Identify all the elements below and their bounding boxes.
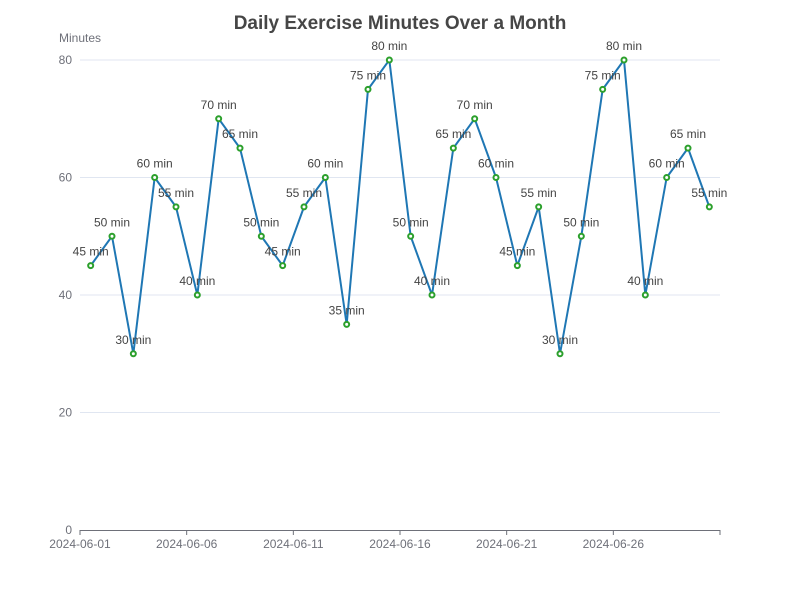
- x-tick-label: 2024-06-21: [476, 537, 538, 551]
- data-point[interactable]: [108, 232, 116, 240]
- x-tick-label: 2024-06-06: [156, 537, 218, 551]
- data-label: 45 min: [265, 245, 301, 259]
- x-tick-label: 2024-06-16: [369, 537, 431, 551]
- data-point[interactable]: [343, 320, 351, 328]
- data-label: 55 min: [521, 186, 557, 200]
- y-tick-label: 0: [65, 523, 72, 537]
- data-label: 60 min: [137, 157, 173, 171]
- data-label: 50 min: [393, 215, 429, 229]
- data-label: 65 min: [222, 127, 258, 141]
- data-point[interactable]: [449, 144, 457, 152]
- data-point[interactable]: [684, 144, 692, 152]
- data-point[interactable]: [151, 174, 159, 181]
- y-axis-label: Minutes: [59, 31, 101, 45]
- data-point[interactable]: [663, 174, 671, 181]
- data-label: 55 min: [286, 186, 322, 200]
- data-point[interactable]: [236, 144, 244, 152]
- data-label: 55 min: [691, 186, 727, 200]
- data-point[interactable]: [513, 262, 521, 270]
- grid-lines: [80, 59, 720, 413]
- data-label: 50 min: [243, 215, 279, 229]
- y-tick-label: 20: [59, 406, 73, 420]
- data-label: 65 min: [670, 127, 706, 141]
- data-point[interactable]: [577, 232, 585, 240]
- axes: 0 20 40 60 80 2024-06-01 2024-06-06 2024-06-11 2…: [49, 53, 721, 551]
- data-label: 45 min: [73, 245, 109, 259]
- y-tick-label: 60: [59, 171, 73, 185]
- data-point[interactable]: [471, 115, 479, 123]
- data-point[interactable]: [257, 232, 265, 240]
- data-labels: 45 min 50 min 30 min 60 min 55 min 40 min 70 m…: [73, 39, 728, 347]
- data-point[interactable]: [535, 203, 543, 211]
- x-tick-label: 2024-06-26: [583, 537, 645, 551]
- series-line: [89, 59, 711, 355]
- y-tick-label: 80: [59, 53, 73, 67]
- data-label: 40 min: [627, 274, 663, 288]
- data-label: 60 min: [478, 157, 514, 171]
- data-point[interactable]: [620, 56, 628, 64]
- data-label: 50 min: [563, 215, 599, 229]
- data-point[interactable]: [87, 262, 95, 270]
- x-tick-label: 2024-06-01: [49, 537, 111, 551]
- data-point[interactable]: [321, 174, 329, 181]
- series-group: [87, 56, 713, 358]
- data-point[interactable]: [705, 203, 713, 211]
- data-label: 65 min: [435, 127, 471, 141]
- data-label: 35 min: [329, 303, 365, 317]
- data-label: 70 min: [201, 98, 237, 112]
- chart-title: Daily Exercise Minutes Over a Month: [234, 13, 567, 34]
- data-label: 40 min: [179, 274, 215, 288]
- data-label: 50 min: [94, 215, 130, 229]
- data-point[interactable]: [407, 232, 415, 240]
- data-label: 75 min: [350, 68, 386, 82]
- data-label: 30 min: [542, 333, 578, 347]
- data-label: 60 min: [649, 157, 685, 171]
- data-label: 80 min: [371, 39, 407, 53]
- data-point[interactable]: [428, 291, 436, 299]
- data-label: 30 min: [115, 333, 151, 347]
- data-point[interactable]: [193, 291, 201, 299]
- data-point[interactable]: [172, 203, 180, 211]
- data-point[interactable]: [556, 350, 564, 358]
- data-point[interactable]: [215, 115, 223, 123]
- data-point[interactable]: [279, 262, 287, 270]
- data-point[interactable]: [385, 56, 393, 64]
- data-label: 80 min: [606, 39, 642, 53]
- data-point[interactable]: [364, 85, 372, 93]
- data-label: 40 min: [414, 274, 450, 288]
- data-point[interactable]: [129, 350, 137, 358]
- data-label: 45 min: [499, 245, 535, 259]
- y-tick-label: 40: [59, 288, 73, 302]
- data-point[interactable]: [300, 203, 308, 211]
- data-label: 70 min: [457, 98, 493, 112]
- x-tick-label: 2024-06-11: [263, 537, 324, 551]
- data-point[interactable]: [599, 85, 607, 93]
- data-label: 75 min: [585, 68, 621, 82]
- data-point[interactable]: [641, 291, 649, 299]
- data-label: 55 min: [158, 186, 194, 200]
- data-label: 60 min: [307, 157, 343, 171]
- data-point[interactable]: [492, 174, 500, 181]
